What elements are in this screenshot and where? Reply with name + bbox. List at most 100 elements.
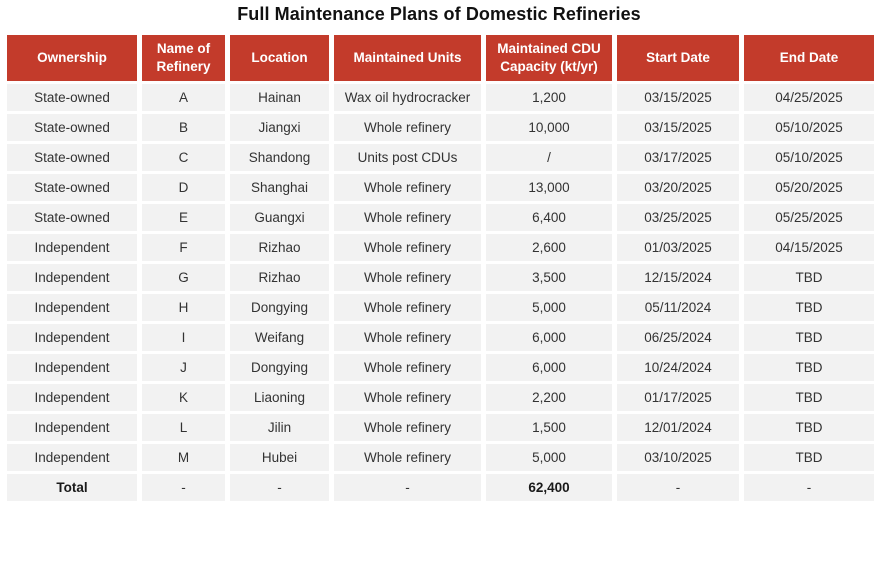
cell-maintained-units: Units post CDUs [329,141,486,174]
table-row: State-owned A Hainan Wax oil hydrocracke… [2,81,879,114]
cell-maintained-units: Whole refinery [329,381,486,414]
cell-ownership: Independent [2,231,142,264]
cell-location: Shanghai [225,171,334,204]
cell-cdu-capacity: 2,200 [481,381,617,414]
header-cell-location: Location [225,32,334,84]
cell-maintained-units: Whole refinery [329,261,486,294]
cell-refinery-name: L [137,411,230,444]
cell-refinery-name: C [137,141,230,174]
cell-refinery-name: A [137,81,230,114]
table-row: State-owned E Guangxi Whole refinery 6,4… [2,201,879,234]
cell-end-date: TBD [739,291,879,324]
cell-refinery-name: F [137,231,230,264]
header-row: Ownership Name of Refinery Location Main… [2,32,879,84]
cell-location: Hainan [225,81,334,114]
cell-maintained-units: Wax oil hydrocracker [329,81,486,114]
cell-start-date: 03/15/2025 [612,81,744,114]
cell-start-date: 12/15/2024 [612,261,744,294]
cell-refinery-name: - [137,471,230,504]
table-row: Independent K Liaoning Whole refinery 2,… [2,381,879,414]
cell-start-date: 12/01/2024 [612,411,744,444]
cell-refinery-name: H [137,291,230,324]
header-cell-refinery-name: Name of Refinery [137,32,230,84]
cell-start-date: 06/25/2024 [612,321,744,354]
cell-ownership: State-owned [2,201,142,234]
cell-end-date: TBD [739,441,879,474]
cell-refinery-name: D [137,171,230,204]
cell-ownership: State-owned [2,111,142,144]
table-row: State-owned D Shanghai Whole refinery 13… [2,171,879,204]
cell-start-date: 01/03/2025 [612,231,744,264]
cell-cdu-capacity: 1,200 [481,81,617,114]
cell-cdu-capacity: 5,000 [481,441,617,474]
cell-end-date: 05/10/2025 [739,141,879,174]
cell-ownership: Independent [2,291,142,324]
cell-refinery-name: K [137,381,230,414]
page-title: Full Maintenance Plans of Domestic Refin… [237,4,641,24]
cell-end-date: TBD [739,261,879,294]
cell-cdu-capacity: 6,000 [481,321,617,354]
cell-end-date: 05/20/2025 [739,171,879,204]
cell-ownership: Independent [2,381,142,414]
cell-maintained-units: - [329,471,486,504]
cell-ownership: Independent [2,321,142,354]
cell-maintained-units: Whole refinery [329,291,486,324]
table-row: State-owned B Jiangxi Whole refinery 10,… [2,111,879,144]
cell-maintained-units: Whole refinery [329,411,486,444]
cell-cdu-capacity: 2,600 [481,231,617,264]
cell-ownership: Independent [2,441,142,474]
cell-end-date: TBD [739,351,879,384]
cell-maintained-units: Whole refinery [329,201,486,234]
cell-location: - [225,471,334,504]
table-row: Independent L Jilin Whole refinery 1,500… [2,411,879,444]
cell-end-date: - [739,471,879,504]
cell-cdu-capacity: 6,400 [481,201,617,234]
cell-maintained-units: Whole refinery [329,321,486,354]
table-row: Independent G Rizhao Whole refinery 3,50… [2,261,879,294]
cell-cdu-capacity: 1,500 [481,411,617,444]
cell-location: Dongying [225,351,334,384]
cell-start-date: 03/20/2025 [612,171,744,204]
header-cell-ownership: Ownership [2,32,142,84]
cell-location: Jiangxi [225,111,334,144]
cell-maintained-units: Whole refinery [329,441,486,474]
cell-end-date: 05/10/2025 [739,111,879,144]
cell-refinery-name: M [137,441,230,474]
cell-refinery-name: E [137,201,230,234]
cell-start-date: 03/15/2025 [612,111,744,144]
cell-end-date: 05/25/2025 [739,201,879,234]
cell-ownership: Independent [2,411,142,444]
header-cell-maintained-units: Maintained Units [329,32,486,84]
cell-cdu-capacity: 5,000 [481,291,617,324]
cell-start-date: - [612,471,744,504]
cell-location: Dongying [225,291,334,324]
cell-cdu-capacity: 10,000 [481,111,617,144]
header-cell-cdu-capacity: Maintained CDU Capacity (kt/yr) [481,32,617,84]
cell-cdu-capacity: 13,000 [481,171,617,204]
cell-cdu-capacity: 3,500 [481,261,617,294]
cell-cdu-capacity: / [481,141,617,174]
cell-end-date: TBD [739,411,879,444]
cell-ownership: State-owned [2,81,142,114]
table-row: Independent J Dongying Whole refinery 6,… [2,351,879,384]
header-cell-start-date: Start Date [612,32,744,84]
table-row: Independent F Rizhao Whole refinery 2,60… [2,231,879,264]
cell-maintained-units: Whole refinery [329,231,486,264]
header-cell-end-date: End Date [739,32,879,84]
cell-maintained-units: Whole refinery [329,351,486,384]
refinery-maintenance-table-container: Full Maintenance Plans of Domestic Refin… [2,0,879,504]
table-row: Independent H Dongying Whole refinery 5,… [2,291,879,324]
table-row: Independent M Hubei Whole refinery 5,000… [2,441,879,474]
cell-start-date: 05/11/2024 [612,291,744,324]
total-label: Total [2,471,142,504]
cell-start-date: 01/17/2025 [612,381,744,414]
cell-location: Liaoning [225,381,334,414]
cell-refinery-name: J [137,351,230,384]
cell-cdu-capacity: 6,000 [481,351,617,384]
cell-maintained-units: Whole refinery [329,111,486,144]
cell-ownership: State-owned [2,171,142,204]
cell-refinery-name: B [137,111,230,144]
cell-ownership: Independent [2,261,142,294]
cell-start-date: 03/17/2025 [612,141,744,174]
refinery-maintenance-table: Ownership Name of Refinery Location Main… [2,32,879,504]
